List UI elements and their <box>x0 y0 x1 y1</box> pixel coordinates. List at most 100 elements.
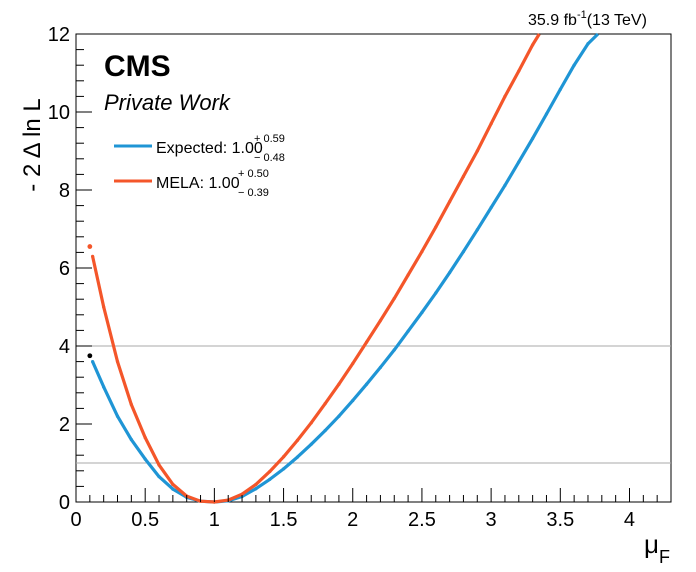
data-point-mela <box>157 463 161 467</box>
y-tick-label: 4 <box>59 336 70 358</box>
data-point-mela <box>351 361 355 366</box>
data-point-mela <box>475 149 479 153</box>
data-point-expected <box>351 399 355 403</box>
y-tick-label: 8 <box>59 180 70 202</box>
data-point-mela <box>531 43 535 47</box>
data-point-expected <box>392 348 396 352</box>
tick-layer: 0 0.5 1 1.5 2 2.5 3 3.5 4 0 2 4 6 8 10 12 <box>48 24 672 531</box>
data-point-expected <box>586 42 590 46</box>
data-point-expected <box>171 487 175 491</box>
y-tick-label: 2 <box>59 414 70 436</box>
data-point-mela <box>364 340 369 344</box>
data-point-expected <box>378 365 383 370</box>
data-point-expected <box>309 442 313 446</box>
data-point-expected <box>115 414 120 418</box>
lumi-superscript: -1 <box>577 9 587 21</box>
data-point-expected <box>503 183 507 187</box>
data-point-mela <box>406 273 410 277</box>
data-point-expected <box>337 414 341 418</box>
data-point-mela <box>129 402 133 407</box>
data-point-expected <box>295 455 299 459</box>
data-point-expected <box>461 250 466 254</box>
data-point-mela <box>91 254 95 258</box>
data-point-mela <box>392 296 396 301</box>
x-tick-label: 0 <box>70 509 81 531</box>
data-point-mela <box>489 122 493 126</box>
data-point-mela <box>517 69 521 73</box>
legend-down-expected: − 0.48 <box>254 152 285 164</box>
data-point-expected <box>102 385 106 389</box>
data-point-expected <box>364 382 369 386</box>
data-point-mela <box>448 200 452 204</box>
legend-entry-mela: MELA: 1.00 + 0.50 − 0.39 <box>114 168 269 199</box>
legend-up-expected: + 0.59 <box>254 133 285 145</box>
data-point-mela <box>378 319 383 323</box>
data-point-mela <box>171 482 175 487</box>
data-point-expected <box>91 360 95 364</box>
marker-point <box>87 353 93 359</box>
data-point-mela <box>434 225 438 229</box>
data-point-mela <box>102 305 106 309</box>
data-point-mela <box>295 438 299 442</box>
data-point-mela <box>503 94 507 98</box>
data-point-expected <box>517 160 521 164</box>
data-point-expected <box>544 112 549 116</box>
legend-down-mela: − 0.39 <box>238 187 269 199</box>
data-point-expected <box>268 477 272 481</box>
data-point-expected <box>531 136 535 141</box>
series-line-mela <box>91 33 541 504</box>
reference-lines <box>76 345 671 464</box>
legend-label-mela: MELA: 1.00 <box>156 175 240 192</box>
data-point-expected <box>129 438 133 442</box>
data-point-expected <box>448 271 452 275</box>
x-tick-label: 3.5 <box>546 509 574 531</box>
data-point-expected <box>157 475 161 479</box>
marker-point <box>87 244 93 249</box>
y-axis-title: - 2 Δ ln L <box>19 98 46 191</box>
data-point-mela <box>268 469 272 474</box>
data-point-mela <box>461 174 466 178</box>
data-point-mela <box>281 455 286 459</box>
legend-entry-expected: Expected: 1.00 + 0.59 − 0.48 <box>114 133 285 164</box>
y-tick-label: 10 <box>48 102 70 124</box>
data-point-mela <box>323 402 327 406</box>
data-point-expected <box>406 329 410 333</box>
experiment-label: CMS <box>104 50 171 83</box>
data-point-expected <box>434 291 438 295</box>
y-tick-label: 0 <box>59 492 70 514</box>
x-tick-label: 2.5 <box>408 509 436 531</box>
data-point-mela <box>143 436 147 440</box>
x-tick-label: 1.5 <box>270 509 298 531</box>
data-point-mela <box>115 360 120 364</box>
data-point-mela <box>309 421 313 425</box>
x-axis-title: μF <box>644 529 670 567</box>
legend-up-mela: + 0.50 <box>238 168 269 180</box>
data-point-expected <box>143 457 147 461</box>
legend-label-expected: Expected: 1.00 <box>156 140 263 157</box>
x-tick-label: 4 <box>624 509 635 531</box>
data-point-mela <box>420 250 424 254</box>
data-point-expected <box>475 228 479 232</box>
legend: Expected: 1.00 + 0.59 − 0.48 MELA: 1.00 … <box>114 133 285 199</box>
series-line-expected <box>91 32 600 504</box>
data-point-mela <box>254 482 258 487</box>
data-point-mela <box>337 382 341 386</box>
data-point-expected <box>323 429 327 433</box>
data-point-expected <box>572 63 576 67</box>
energy-label: (13 TeV) <box>587 12 647 29</box>
y-tick-label: 12 <box>48 24 70 46</box>
y-tick-label: 6 <box>59 258 70 280</box>
data-point-expected <box>489 205 493 210</box>
x-tick-label: 0.5 <box>131 509 159 531</box>
data-point-expected <box>420 310 424 315</box>
data-point-expected <box>558 87 562 91</box>
x-tick-label: 1 <box>209 509 220 531</box>
lumi-label: 35.9 fb-1(13 TeV) <box>528 9 647 29</box>
data-point-mela <box>240 492 244 496</box>
x-tick-label: 3 <box>486 509 497 531</box>
data-point-expected <box>281 467 286 471</box>
status-label: Private Work <box>104 90 231 115</box>
x-tick-label: 2 <box>347 509 358 531</box>
x-axis-subscript: F <box>659 547 670 567</box>
